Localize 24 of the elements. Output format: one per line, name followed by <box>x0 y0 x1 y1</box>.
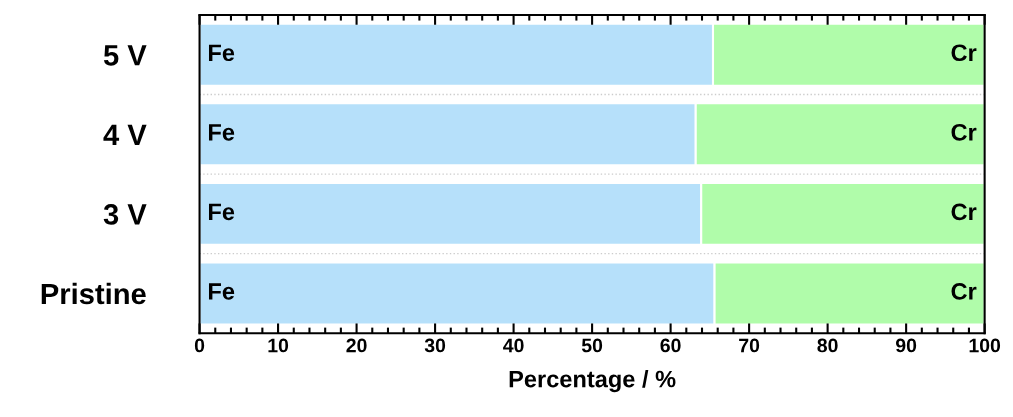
series-label: Fe <box>208 44 235 62</box>
x-tick-label: 0 <box>194 338 205 353</box>
text: Cr <box>951 283 977 300</box>
y-tick-label: Pristine <box>41 282 146 305</box>
x-tick-label: 90 <box>895 338 917 353</box>
x-tick-label: 40 <box>503 338 524 353</box>
text: Fe <box>208 283 235 300</box>
x-tick-label: 70 <box>739 338 760 353</box>
y-tick-label: 5 V <box>103 45 147 66</box>
x-tick-label: 80 <box>817 338 838 353</box>
x-tick-label: 10 <box>268 338 289 353</box>
x-tick-label: 20 <box>346 338 367 353</box>
series-label: Cr <box>951 44 977 62</box>
y-tick-label: 3 V <box>103 204 147 225</box>
x-tick-label: 100 <box>969 338 1001 353</box>
text: Cr <box>951 203 977 221</box>
x-tick-label: 50 <box>581 338 603 353</box>
y-tick-label: 4 V <box>103 124 147 145</box>
x-tick-label: 60 <box>660 338 681 353</box>
text: Cr <box>951 123 977 141</box>
text: Fe <box>208 203 235 221</box>
x-tick-label: 30 <box>424 338 446 353</box>
x-axis-title: Percentage / % <box>509 370 676 393</box>
text: Fe <box>208 124 235 141</box>
